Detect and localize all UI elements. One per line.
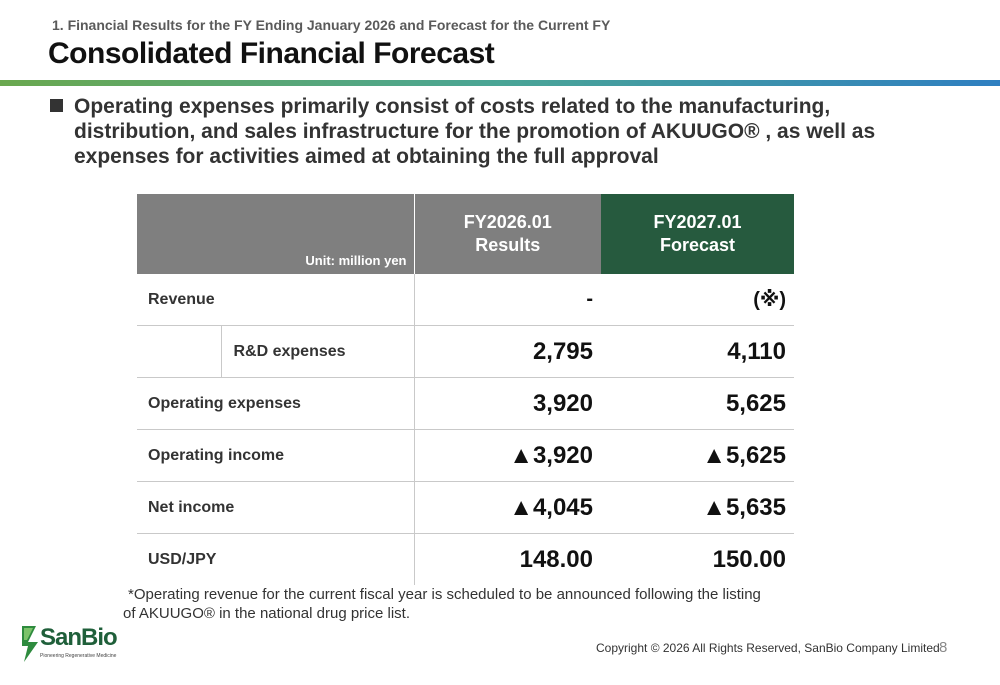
cell-forecast: ▲5,635	[601, 481, 794, 534]
table-row-usd-jpy: USD/JPY 148.00 150.00	[137, 533, 794, 585]
results-header-line1: FY2026.01	[463, 212, 552, 232]
unit-label: Unit: million yen	[137, 194, 415, 274]
cell-forecast: 5,625	[601, 377, 794, 430]
financial-forecast-table: Unit: million yen FY2026.01 Results FY20…	[137, 194, 794, 585]
results-header-line2: Results	[475, 235, 541, 255]
table-row-operating-expenses: Operating expenses 3,920 5,625	[137, 377, 794, 430]
forecast-header-line2: Forecast	[659, 235, 736, 255]
page-title: Consolidated Financial Forecast	[48, 37, 495, 70]
cell-results: 148.00	[519, 545, 593, 573]
cell-results: 3,920	[414, 377, 601, 430]
copyright: Copyright © 2026 All Rights Reserved, Sa…	[596, 641, 940, 655]
table-row-rd-expenses: R&D expenses 2,795 4,110	[137, 325, 794, 378]
cell-results: 2,795	[414, 325, 601, 378]
bullet-text: Operating expenses primarily consist of …	[74, 95, 876, 168]
logo-text: SanBio	[40, 624, 118, 651]
title-accent-bar	[0, 80, 1000, 86]
cell-forecast: 4,110	[601, 325, 794, 378]
footnote: *Operating revenue for the current fisca…	[123, 585, 843, 623]
row-label: Operating income	[137, 429, 415, 482]
cell-forecast: ▲5,625	[601, 429, 794, 482]
cell-forecast: 150.00	[712, 545, 786, 573]
page-number: 8	[939, 639, 948, 656]
row-label: Net income	[137, 481, 415, 534]
table-row-revenue: Revenue - (※)	[137, 274, 794, 326]
cell-results: ▲4,045	[414, 481, 601, 534]
logo-mark-icon	[22, 626, 38, 662]
table-row-operating-income: Operating income ▲3,920 ▲5,625	[137, 429, 794, 482]
footnote-line1: *Operating revenue for the current fisca…	[128, 586, 761, 603]
table-row-net-income: Net income ▲4,045 ▲5,635	[137, 481, 794, 534]
table-header-row: Unit: million yen FY2026.01 Results FY20…	[137, 194, 794, 274]
cell-forecast: (※)	[601, 274, 794, 326]
column-header-forecast: FY2027.01 Forecast	[601, 194, 794, 274]
bullet-point: Operating expenses primarily consist of …	[50, 94, 920, 169]
indent-spacer	[137, 325, 222, 378]
forecast-header-line1: FY2027.01	[653, 212, 742, 232]
square-bullet-icon	[50, 99, 63, 112]
row-label: USD/JPY	[137, 533, 415, 585]
row-label: Operating expenses	[137, 377, 415, 430]
footnote-line2: of AKUUGO® in the national drug price li…	[123, 605, 411, 622]
row-label: Revenue	[137, 274, 415, 326]
row-label: R&D expenses	[221, 325, 415, 378]
logo-tagline: Pioneering Regenerative Medicine	[40, 653, 117, 659]
sanbio-logo: SanBio Pioneering Regenerative Medicine	[22, 624, 122, 664]
cell-results: -	[414, 274, 601, 326]
column-header-results: FY2026.01 Results	[414, 194, 601, 274]
section-subtitle: 1. Financial Results for the FY Ending J…	[52, 17, 611, 33]
cell-results: ▲3,920	[414, 429, 601, 482]
